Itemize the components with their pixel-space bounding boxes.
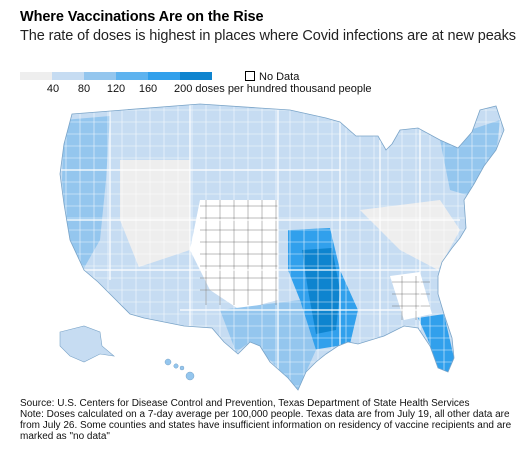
legend-tick-40: 40: [46, 83, 60, 95]
region-midwest: [290, 140, 400, 226]
state-borders: [60, 104, 460, 390]
source-text: Source: U.S. Centers for Disease Control…: [20, 398, 470, 409]
alaska: [59, 325, 116, 363]
hawaii: [164, 358, 195, 381]
legend: 40 80 120 160 200 doses per hundred thou…: [20, 71, 400, 96]
note-text: Note: Doses calculated on a 7-day averag…: [20, 409, 512, 442]
region-texas: [220, 300, 316, 390]
legend-swatch-5: [180, 72, 212, 80]
legend-tick-200: 200 doses per hundred thousand people: [174, 83, 372, 95]
no-data-swatch: [245, 71, 255, 81]
chart-title: Where Vaccinations Are on the Rise: [20, 9, 264, 25]
legend-tick-80: 80: [77, 83, 91, 95]
legend-swatch-1: [52, 72, 84, 80]
no-data-county-outlines: [200, 200, 430, 320]
region-florida: [418, 314, 454, 372]
region-georgia: [390, 272, 432, 320]
legend-swatch-2: [84, 72, 116, 80]
region-southwest: [130, 250, 200, 320]
us-county-map: [59, 103, 505, 391]
legend-swatch-0: [20, 72, 52, 80]
county-grid: [60, 104, 504, 390]
legend-swatch-4: [148, 72, 180, 80]
legend-tick-160: 160: [138, 83, 158, 95]
source-note: Source: U.S. Centers for Disease Control…: [20, 398, 520, 442]
no-data-label: No Data: [259, 71, 300, 83]
legend-tick-120: 120: [106, 83, 126, 95]
chart-subtitle: The rate of doses is highest in places w…: [20, 28, 516, 44]
region-great-basin: [120, 160, 190, 270]
region-appalachia: [360, 200, 460, 270]
legend-swatch-3: [116, 72, 148, 80]
